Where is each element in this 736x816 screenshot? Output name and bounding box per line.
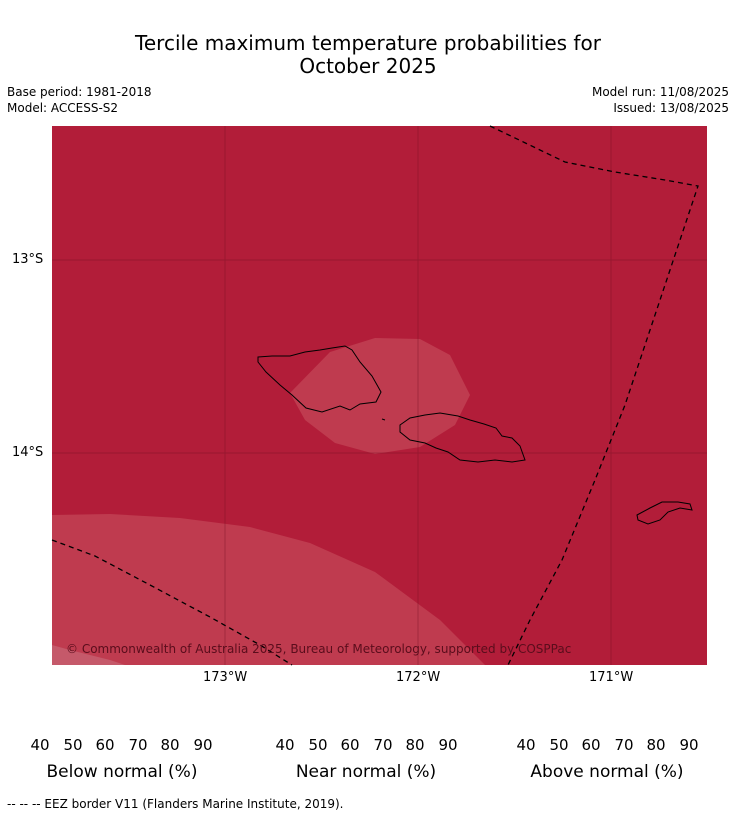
model-name: Model: ACCESS-S2 [7, 101, 119, 115]
map-gridlines [52, 126, 707, 665]
below-tick-50: 50 [63, 736, 83, 754]
near-tick-70: 70 [373, 736, 393, 754]
lon-label-172w: 172°W [396, 670, 441, 685]
near-tick-60: 60 [340, 736, 360, 754]
below-normal-label: Below normal (%) [46, 762, 198, 782]
lon-label-171w: 171°W [589, 670, 634, 685]
above-tick-50: 50 [549, 736, 569, 754]
islands [257, 345, 693, 525]
near-tick-40: 40 [275, 736, 295, 754]
above-tick-70: 70 [614, 736, 634, 754]
upolu-island [399, 412, 526, 463]
base-period: Base period: 1981-2018 [7, 85, 152, 99]
above-tick-40: 40 [516, 736, 536, 754]
below-tick-70: 70 [128, 736, 148, 754]
near-tick-90: 90 [438, 736, 458, 754]
above-tick-90: 90 [679, 736, 699, 754]
lat-label-13s: 13°S [12, 252, 44, 267]
above-tick-80: 80 [646, 736, 666, 754]
near-tick-80: 80 [405, 736, 425, 754]
lon-label-173w: 173°W [203, 670, 248, 685]
above-normal-label: Above normal (%) [530, 762, 684, 782]
eez-borders [51, 125, 699, 666]
lat-label-14s: 14°S [12, 445, 44, 460]
title-line-1: Tercile maximum temperature probabilitie… [135, 31, 601, 55]
eez-footer-note: -- -- -- EEZ border V11 (Flanders Marine… [7, 797, 344, 811]
above-70-80-zone-islands [290, 338, 470, 454]
issued-date: Issued: 13/08/2025 [613, 101, 729, 115]
near-tick-50: 50 [308, 736, 328, 754]
tutuila-island [636, 501, 693, 525]
manono-island [381, 418, 386, 421]
below-tick-40: 40 [30, 736, 50, 754]
savaii-island [257, 345, 382, 413]
model-run: Model run: 11/08/2025 [591, 85, 729, 99]
above-70-80-zone-southwest [52, 514, 485, 665]
above-tick-60: 60 [581, 736, 601, 754]
map-panel: © Commonwealth of Australia 2025, Bureau… [51, 125, 707, 666]
near-normal-label: Near normal (%) [295, 762, 437, 782]
below-tick-90: 90 [193, 736, 213, 754]
copyright-text: © Commonwealth of Australia 2025, Bureau… [66, 642, 571, 656]
above-60-70-corner [52, 645, 125, 665]
below-tick-60: 60 [95, 736, 115, 754]
below-tick-80: 80 [160, 736, 180, 754]
title-line-2: October 2025 [299, 54, 437, 78]
